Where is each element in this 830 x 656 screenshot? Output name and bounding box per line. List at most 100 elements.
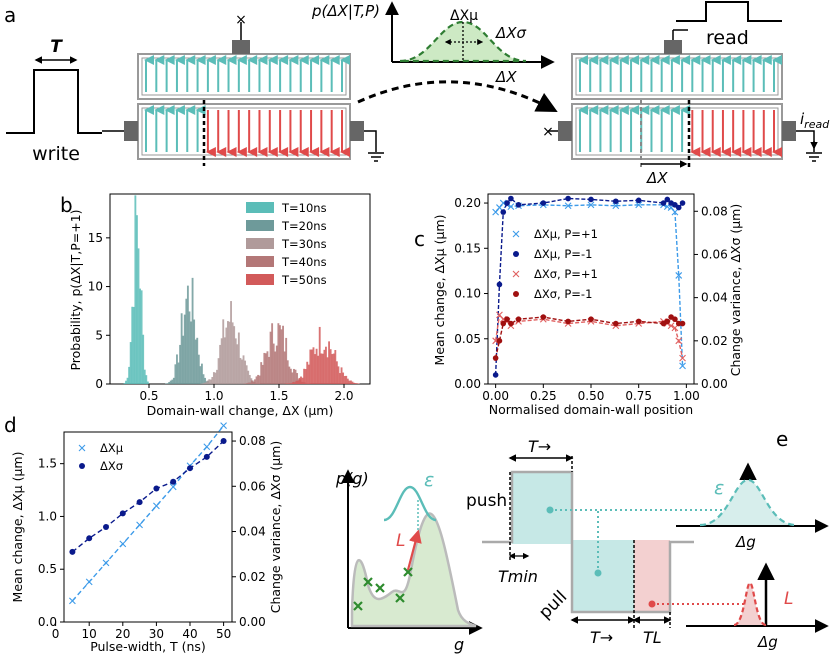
y-tick-label: 0.05 bbox=[454, 332, 481, 346]
y-tick-label: 0 bbox=[95, 377, 103, 391]
device-right-top-track bbox=[571, 53, 783, 100]
y-tick-label: 0.20 bbox=[454, 196, 481, 210]
histogram-bar bbox=[304, 369, 307, 384]
delta-g-top: Δg bbox=[735, 533, 756, 551]
dot-marker bbox=[220, 438, 227, 445]
histogram-bar bbox=[228, 321, 231, 384]
legend-marker bbox=[513, 251, 519, 257]
histogram-bar bbox=[216, 369, 218, 384]
histogram-bar bbox=[219, 344, 222, 384]
histogram-bar bbox=[131, 306, 134, 384]
y-tick-label: 10 bbox=[88, 280, 103, 294]
histogram-bar bbox=[231, 322, 234, 384]
dot-marker bbox=[119, 510, 126, 517]
read-current-label: iread bbox=[800, 110, 830, 131]
dot-marker bbox=[635, 197, 642, 204]
histogram-bar bbox=[185, 298, 188, 384]
dot-marker bbox=[508, 320, 514, 327]
histogram-bar bbox=[314, 354, 316, 384]
histogram-bar bbox=[208, 379, 211, 384]
histogram-bar bbox=[289, 368, 292, 384]
histogram-bar bbox=[264, 353, 267, 384]
mu-line bbox=[71, 425, 225, 602]
legend-swatch bbox=[246, 256, 274, 267]
epsilon-label: ε bbox=[424, 469, 434, 491]
dot-marker bbox=[153, 485, 160, 492]
legend-entry: T=40ns bbox=[281, 255, 327, 269]
histogram-bar bbox=[172, 377, 175, 384]
x-marker bbox=[564, 202, 572, 210]
b-ylabel: Probability, p(ΔX|T,P=+1) bbox=[68, 209, 83, 370]
histogram-bar bbox=[293, 382, 296, 384]
c-xlabel: Normalised domain-wall position bbox=[489, 402, 693, 417]
histogram-bar bbox=[334, 350, 337, 384]
series-lines bbox=[69, 422, 227, 605]
histogram-bar bbox=[214, 372, 217, 384]
histogram-bar bbox=[249, 382, 252, 384]
L-label: L bbox=[396, 531, 405, 551]
ground-icon bbox=[368, 152, 384, 162]
push-pull-waveform bbox=[482, 470, 694, 614]
histogram-bar bbox=[266, 351, 269, 384]
histogram-bar bbox=[325, 346, 327, 384]
histogram-bar bbox=[246, 383, 249, 384]
histogram-bar bbox=[241, 359, 243, 384]
axis-ticks: 0.00 0.25 0.50 0.75 1.000.000.050.100.150.20… bbox=[454, 196, 727, 403]
dot-marker bbox=[675, 204, 682, 211]
dot-marker bbox=[588, 316, 594, 323]
histogram-bar bbox=[239, 357, 242, 384]
histogram-bar bbox=[328, 341, 330, 384]
y-tick-label: 0.5 bbox=[38, 562, 57, 576]
histogram-bar bbox=[202, 374, 205, 384]
legend: ΔXμ, P=+1 ΔXμ, P=-1 ΔXσ, P=+1 ΔXσ, P=-1 bbox=[512, 227, 598, 301]
device-left-top-track bbox=[137, 53, 351, 100]
x-tick-label: 50 bbox=[216, 627, 231, 641]
b-xlabel: Domain-wall change, ΔX (μm) bbox=[147, 403, 334, 418]
legend-entry: ΔXμ, P=-1 bbox=[534, 247, 592, 261]
push-region bbox=[512, 472, 572, 544]
histogram-bar bbox=[125, 380, 127, 384]
histogram-bar bbox=[137, 248, 140, 384]
histogram-bar bbox=[197, 354, 200, 384]
histogram-bar bbox=[340, 367, 343, 384]
x-tick-label: 0.5 bbox=[139, 389, 158, 403]
histogram-bar bbox=[255, 376, 258, 384]
histogram-bar bbox=[309, 349, 312, 384]
histogram-bar bbox=[244, 360, 247, 384]
histogram-bar bbox=[261, 364, 264, 384]
panel-letter-e: e bbox=[776, 427, 788, 451]
histogram-bar bbox=[320, 353, 323, 384]
histogram-bar bbox=[146, 381, 149, 384]
histogram-bar bbox=[277, 323, 280, 384]
x-marker bbox=[675, 337, 683, 345]
histogram-bar bbox=[188, 311, 191, 384]
pull-T-label: T→ bbox=[590, 628, 613, 647]
x-marker bbox=[169, 483, 177, 491]
sample-crosses bbox=[353, 567, 413, 611]
histogram-bar bbox=[310, 349, 313, 384]
pull-region-teal bbox=[572, 540, 634, 612]
histogram-bar bbox=[227, 321, 229, 384]
histogram-bar bbox=[220, 338, 223, 384]
legend-swatch bbox=[246, 238, 274, 249]
sample-cross bbox=[363, 577, 373, 587]
dot-marker bbox=[540, 314, 547, 320]
axis-ticks: 0.5 1.0 1.5 2.0 0 5 10 15 bbox=[88, 231, 354, 403]
histogram-bar bbox=[139, 288, 141, 384]
histogram-bar bbox=[142, 334, 145, 384]
dot-marker bbox=[515, 202, 522, 208]
y2-tick-label: 0.08 bbox=[239, 434, 266, 448]
histogram-bar bbox=[247, 370, 250, 384]
legend-entry: T=10ns bbox=[281, 201, 327, 215]
x-tick-label: 10 bbox=[82, 627, 97, 641]
domain-arrows bbox=[578, 105, 782, 157]
x-tick-label: 0.50 bbox=[578, 389, 605, 403]
histogram-bar bbox=[337, 366, 340, 384]
x-tick-label: 0.00 bbox=[482, 389, 509, 403]
histogram-bar bbox=[186, 285, 189, 384]
pg-label: p(g) bbox=[335, 469, 369, 488]
histogram-bar bbox=[354, 383, 357, 384]
write-pulse bbox=[6, 69, 102, 134]
